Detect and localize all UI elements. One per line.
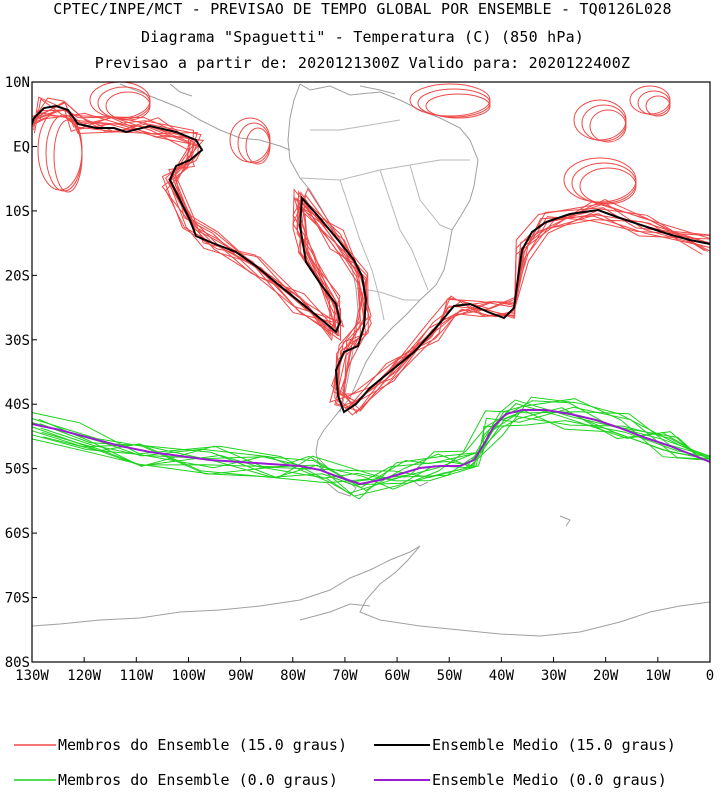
red-member-contour: [245, 127, 271, 165]
green-member-line: [32, 409, 707, 482]
green-member-line: [32, 400, 710, 490]
red-member-line: [32, 109, 710, 411]
lon-tick-label: 40W: [489, 668, 515, 684]
red-member-line: [32, 108, 703, 414]
red-member-contour: [589, 109, 627, 143]
lon-tick-label: 90W: [228, 668, 254, 684]
red-member-contour: [417, 88, 491, 118]
red-member-contour: [579, 167, 637, 205]
map-frame: [31, 81, 711, 663]
red-member-line: [36, 109, 710, 407]
legend-black-label: Ensemble Medio (15.0 graus): [432, 736, 676, 754]
lat-tick-label: EQ: [13, 139, 30, 155]
title-line-2: Diagrama "Spaguetti" - Temperatura (C) (…: [140, 28, 585, 46]
lon-tick-label: 120W: [67, 668, 101, 684]
green-ensemble-members: [32, 396, 710, 500]
legend: Membros do Ensemble (15.0 graus) Ensembl…: [14, 736, 676, 789]
legend-green-label: Membros do Ensemble (0.0 graus): [58, 771, 338, 789]
red-member-contour: [229, 117, 271, 163]
red-member-contour: [45, 114, 83, 192]
lat-tick-label: 70S: [5, 591, 30, 607]
green-member-line: [32, 399, 704, 480]
red-member-line: [32, 97, 710, 404]
legend-red-label: Membros do Ensemble (15.0 graus): [58, 736, 347, 754]
red-member-line: [39, 101, 707, 403]
lat-tick-label: 10N: [5, 75, 30, 91]
lon-tick-label: 110W: [119, 668, 153, 684]
green-member-line: [42, 406, 708, 484]
title-line-3: Previsao a partir de: 2020121300Z Valido…: [94, 54, 631, 72]
lat-tick-label: 20S: [5, 268, 30, 284]
black-ensemble-mean-line: [32, 104, 710, 414]
red-member-line: [32, 112, 710, 409]
lat-tick-label: 80S: [5, 655, 30, 671]
coastline-layer: [32, 83, 710, 637]
lon-tick-label: 10W: [645, 668, 671, 684]
lat-tick-label: 30S: [5, 333, 30, 349]
red-member-contour: [425, 93, 491, 119]
latitude-axis: 10N EQ 10S 20S 30S 40S 50S 60S 70S 80S: [5, 75, 37, 671]
lat-tick-label: 50S: [5, 462, 30, 478]
red-member-contour: [105, 91, 151, 121]
lon-tick-label: 20W: [593, 668, 619, 684]
red-member-contour: [563, 157, 637, 203]
red-ensemble-members: [32, 82, 710, 416]
lat-tick-label: 10S: [5, 204, 30, 220]
lat-tick-label: 60S: [5, 526, 30, 542]
red-member-contour: [629, 85, 671, 115]
legend-purple-label: Ensemble Medio (0.0 graus): [432, 771, 667, 789]
red-member-contour: [645, 95, 671, 117]
red-member-contour: [637, 90, 671, 116]
red-member-contour: [53, 119, 83, 193]
lon-tick-label: 60W: [384, 668, 410, 684]
lon-tick-label: 100W: [172, 668, 206, 684]
purple-ensemble-mean-line: [32, 409, 710, 486]
title-line-1: CPTEC/INPE/MCT - PREVISAO DE TEMPO GLOBA…: [53, 0, 672, 18]
lon-tick-label: 80W: [280, 668, 306, 684]
lon-tick-label: 0: [706, 668, 714, 684]
green-member-line: [41, 403, 710, 486]
red-member-line: [32, 100, 710, 408]
red-member-contour: [571, 162, 637, 204]
lat-tick-label: 40S: [5, 397, 30, 413]
red-member-line: [32, 102, 710, 416]
longitude-axis: 130W 120W 110W 100W 90W 80W 70W 60W 50W 40W 30W 20W…: [15, 657, 714, 684]
lon-tick-label: 30W: [541, 668, 567, 684]
green-member-line: [32, 407, 702, 500]
lon-tick-label: 50W: [437, 668, 463, 684]
red-member-line: [33, 98, 708, 412]
lon-tick-label: 70W: [332, 668, 358, 684]
red-member-line: [38, 112, 710, 402]
lon-tick-label: 130W: [15, 668, 49, 684]
red-member-contour: [409, 83, 491, 117]
